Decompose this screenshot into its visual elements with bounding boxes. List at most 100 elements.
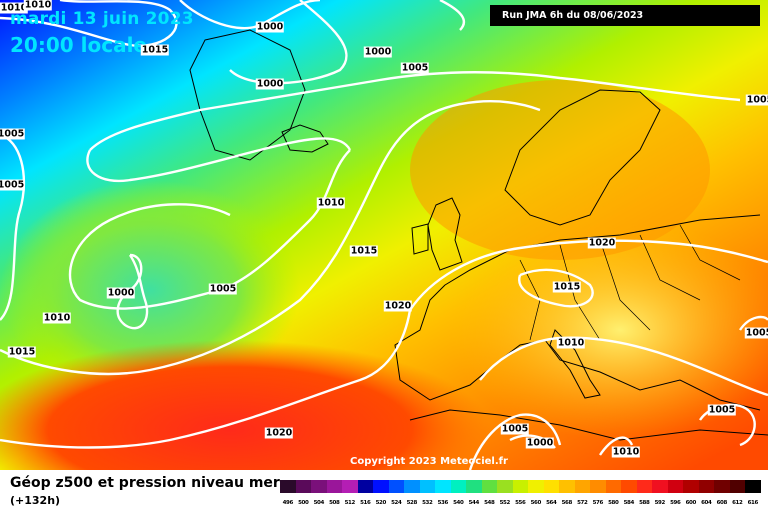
color-scale-swatch <box>590 480 606 493</box>
isobar-label: 1010 <box>42 312 72 324</box>
isobar-label: 1010 <box>316 197 346 209</box>
color-scale-value: 528 <box>406 500 418 506</box>
color-scale <box>280 480 761 493</box>
isobar-label: 1005 <box>208 283 238 295</box>
isobar-label: 1000 <box>255 21 285 33</box>
isobar-label: 1000 <box>363 46 393 58</box>
color-scale-value: 596 <box>670 500 681 506</box>
color-scale-value: 580 <box>608 500 619 506</box>
ridge-zone-central-europe <box>450 220 768 440</box>
color-scale-swatch <box>357 480 373 493</box>
color-scale-swatch <box>450 480 466 493</box>
color-scale-value: 540 <box>453 500 464 506</box>
color-scale-value: 496 <box>282 500 294 506</box>
color-scale-value: 568 <box>561 500 573 506</box>
isobar-label: 1005 <box>500 423 530 435</box>
color-scale-swatch <box>543 480 559 493</box>
ireland-coast <box>411 223 429 255</box>
forecast-time: 20:00 locale <box>10 33 147 57</box>
color-scale-value: 516 <box>360 500 371 506</box>
model-run-label: Run JMA 6h du 08/06/2023 <box>490 5 760 26</box>
isobar-label: 1020 <box>264 427 294 439</box>
color-scale-swatch <box>388 480 404 493</box>
color-scale-swatch <box>621 480 637 493</box>
warm-zone-scandinavia <box>410 80 710 260</box>
isobars <box>0 0 768 470</box>
color-scale-swatch <box>311 480 327 493</box>
north-africa-coast <box>409 409 768 441</box>
isobar-label: 1000 <box>106 287 136 299</box>
isobar-label: 1000 <box>255 78 285 90</box>
color-scale-value: 548 <box>484 500 495 506</box>
color-scale-swatch <box>729 480 745 493</box>
color-scale-swatch <box>512 480 528 493</box>
color-scale-swatch <box>636 480 652 493</box>
iceland-coast <box>281 124 329 153</box>
color-scale-swatch <box>326 480 342 493</box>
isobar-label: 1010 <box>23 0 53 11</box>
color-scale-swatch <box>652 480 668 493</box>
color-scale-labels: 496 500 504 508 512 516 520 524 528 532 536 540 544 5… <box>280 500 761 506</box>
isobar-label: 1015 <box>349 245 379 257</box>
isobar-label: 1005 <box>707 404 737 416</box>
color-scale-value: 504 <box>313 500 325 506</box>
color-scale-swatch <box>466 480 482 493</box>
color-scale-value: 592 <box>654 500 666 506</box>
color-scale-value: 520 <box>375 500 387 506</box>
color-scale-swatch <box>280 480 296 493</box>
color-scale-swatch <box>373 480 389 493</box>
italy-coast <box>549 329 601 399</box>
color-scale-value: 612 <box>732 500 743 506</box>
isobar-label: 1020 <box>587 237 617 249</box>
color-scale-swatch <box>404 480 420 493</box>
color-scale-swatch <box>698 480 714 493</box>
color-scale-swatch <box>342 480 358 493</box>
britain-coast <box>427 197 463 271</box>
isobar-label: 1010 <box>611 446 641 458</box>
warm-zone-south-west <box>0 340 490 512</box>
color-scale-value: 536 <box>437 500 449 506</box>
color-scale-value: 572 <box>577 500 588 506</box>
color-scale-swatch <box>435 480 451 493</box>
color-scale-value: 608 <box>716 500 728 506</box>
color-scale-swatch <box>528 480 544 493</box>
color-scale-swatch <box>714 480 730 493</box>
color-scale-value: 552 <box>499 500 511 506</box>
color-scale-value: 500 <box>298 500 309 506</box>
color-scale-value: 616 <box>747 500 759 506</box>
forecast-date: mardi 13 juin 2023 <box>10 9 194 29</box>
color-scale-value: 532 <box>422 500 433 506</box>
color-scale-swatch <box>574 480 590 493</box>
isobar-label: 1000 <box>525 437 555 449</box>
isobar-label: 1005 <box>0 179 26 191</box>
legend-footer: Géop z500 et pression niveau mer (+132h)… <box>0 470 768 512</box>
isobar-label: 1005 <box>745 94 768 106</box>
isobar-label: 1015 <box>552 281 582 293</box>
color-scale-value: 524 <box>391 500 402 506</box>
color-scale-swatch <box>295 480 311 493</box>
color-scale-value: 512 <box>344 500 356 506</box>
color-scale-value: 508 <box>329 500 340 506</box>
color-scale-value: 560 <box>530 500 542 506</box>
color-scale-value: 588 <box>639 500 650 506</box>
map-title: Géop z500 et pression niveau mer <box>10 475 280 491</box>
isobar-label: 1010 <box>556 337 586 349</box>
scandinavia-coast <box>504 89 661 226</box>
color-scale-swatch <box>667 480 683 493</box>
isobar-label: 1015 <box>140 44 170 56</box>
color-scale-value: 564 <box>546 500 557 506</box>
greenland-coast <box>189 29 306 161</box>
color-scale-value: 584 <box>623 500 635 506</box>
isobar-label: 1005 <box>400 62 430 74</box>
forecast-lead-time: (+132h) <box>10 494 61 507</box>
color-scale-swatch <box>497 480 513 493</box>
color-scale-swatch <box>419 480 435 493</box>
color-scale-value: 600 <box>685 500 697 506</box>
isobar-label: 1005 <box>0 128 26 140</box>
color-scale-value: 576 <box>592 500 604 506</box>
color-scale-swatch <box>683 480 699 493</box>
color-scale-value: 556 <box>515 500 526 506</box>
